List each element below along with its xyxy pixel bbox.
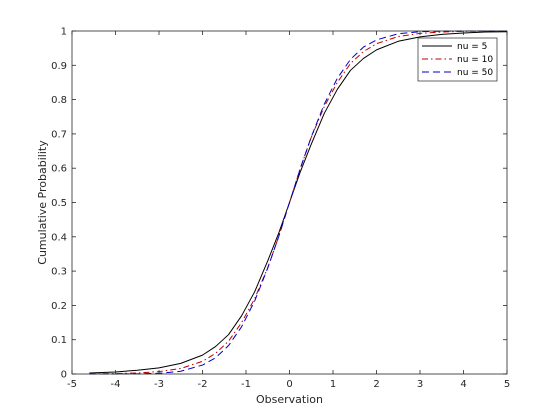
y-tick-label: 0.4 xyxy=(51,232,67,243)
x-tick-label: -2 xyxy=(198,379,208,390)
series-line-nu-10 xyxy=(89,30,508,375)
y-tick-label: 0.8 xyxy=(51,95,67,106)
x-tick-label: -3 xyxy=(154,379,164,390)
x-tick-label: -1 xyxy=(241,379,251,390)
y-tick-label: 0.9 xyxy=(51,61,67,72)
y-tick-label: 1 xyxy=(61,27,67,38)
y-tick-label: 0.1 xyxy=(51,335,67,346)
y-tick-label: 0.5 xyxy=(51,198,67,209)
x-tick-label: -4 xyxy=(111,379,121,390)
legend-label-nu-10: nu = 10 xyxy=(457,55,493,65)
x-tick-label: 2 xyxy=(373,379,379,390)
x-tick-label: -5 xyxy=(67,379,77,390)
series-line-nu-5 xyxy=(89,31,508,374)
series-layer xyxy=(89,30,508,375)
x-tick-label: 0 xyxy=(286,379,292,390)
ticks-layer: -5 -4 -3 -2 -1 0 1 2 3 4 5 0 0.1 0.2 0.3 0.4 0.5 0.6 0.7 0.… xyxy=(51,27,510,391)
y-axis-label: Cumulative Probability xyxy=(36,140,49,265)
x-tick-label: 5 xyxy=(504,379,510,390)
y-tick-label: 0.7 xyxy=(51,129,67,140)
y-tick-label: 0.2 xyxy=(51,301,67,312)
plot-frame xyxy=(71,30,508,375)
y-tick-label: 0 xyxy=(61,370,67,381)
x-tick-label: 1 xyxy=(330,379,336,390)
y-tick-label: 0.6 xyxy=(51,164,67,175)
legend-label-nu-5: nu = 5 xyxy=(457,42,487,52)
x-tick-label: 3 xyxy=(417,379,423,390)
x-axis-label: Observation xyxy=(256,393,323,406)
legend-label-nu-50: nu = 50 xyxy=(457,68,493,78)
x-tick-label: 4 xyxy=(460,379,466,390)
y-tick-label: 0.3 xyxy=(51,267,67,278)
legend: nu = 5 nu = 10 nu = 50 xyxy=(417,37,498,82)
series-line-nu-50 xyxy=(89,30,507,375)
